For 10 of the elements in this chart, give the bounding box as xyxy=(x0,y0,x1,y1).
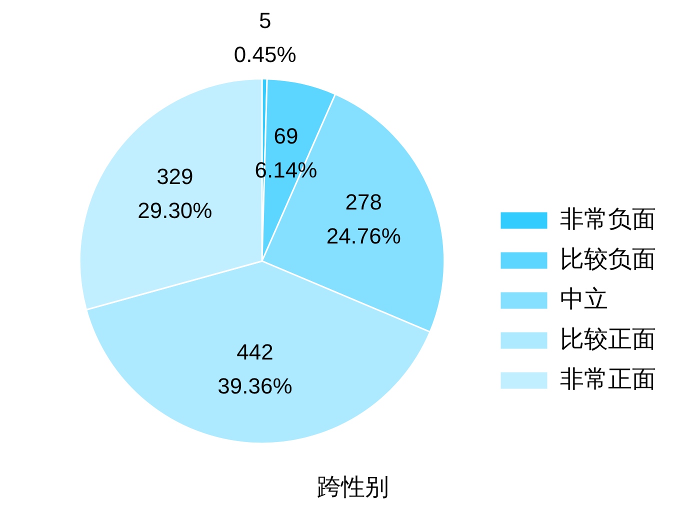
legend-label: 比较负面 xyxy=(560,246,656,274)
data-label: 329 29.30% xyxy=(138,164,212,223)
data-label: 5 0.45% xyxy=(234,8,296,67)
text: 跨性别 xyxy=(317,474,389,502)
data-label: 442 39.36% xyxy=(218,339,292,398)
data-label: 278 24.76% xyxy=(326,190,401,249)
legend-label: 非常负面 xyxy=(560,206,656,234)
legend-label: 非常正面 xyxy=(560,366,656,394)
legend-label: 中立 xyxy=(560,286,608,314)
legend-label: 比较正面 xyxy=(560,326,656,354)
